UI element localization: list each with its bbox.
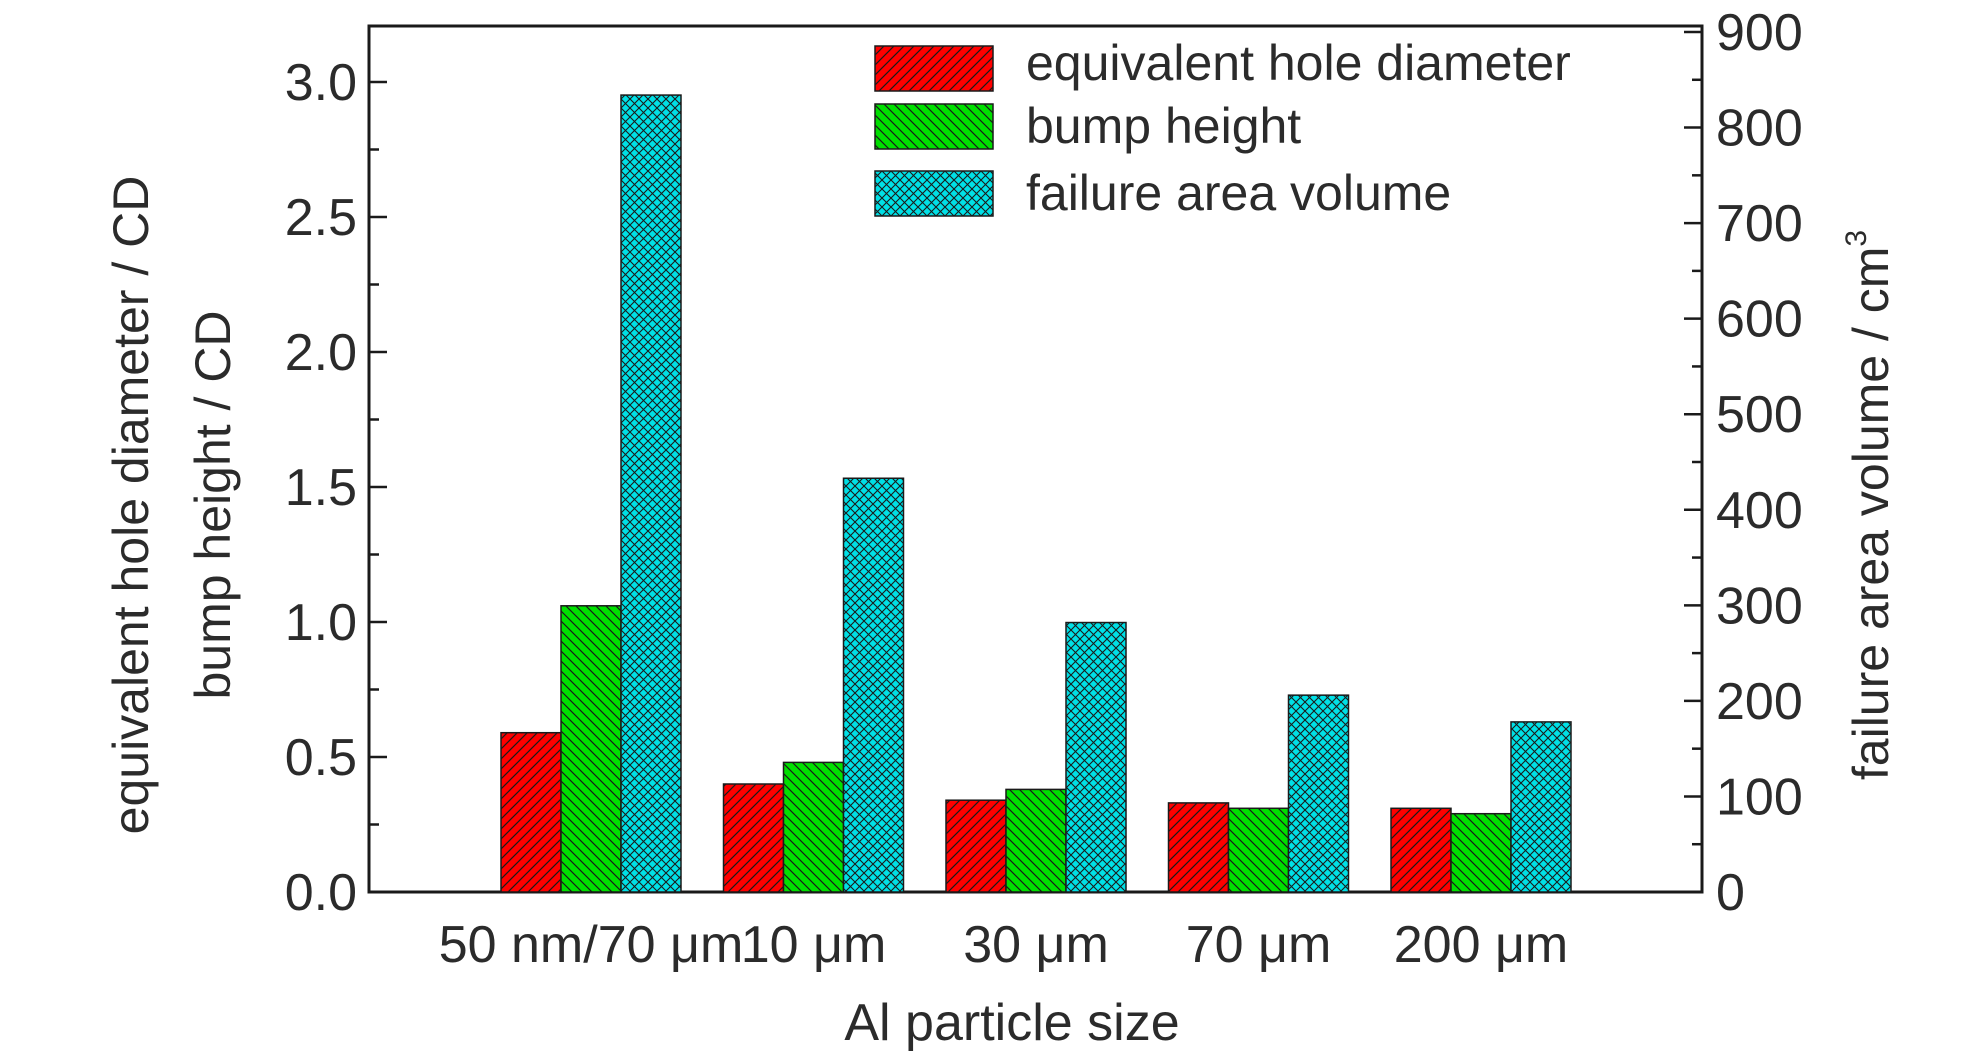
left-axis-tick-label: 1.0: [285, 594, 357, 652]
right-axis-tick-label: 600: [1716, 291, 1803, 349]
bar-bump-height: [560, 605, 622, 893]
right-axis-tick-label: 500: [1716, 386, 1803, 444]
bar-bump-height: [1005, 788, 1067, 893]
right-axis-tick-label: 0: [1716, 864, 1745, 922]
bar-failure-area-volume: [842, 477, 905, 893]
right-axis-tick-label: 900: [1716, 4, 1803, 62]
left-axis-tick-label: 2.0: [285, 324, 357, 382]
left-axis-ticks: 0.0 0.5 1.0 1.5 2.0 2.5 3.0: [285, 54, 387, 922]
right-axis-tick-label: 100: [1716, 768, 1803, 826]
x-axis-tick-label: 50 nm/70 μm: [439, 916, 744, 974]
bar-failure-area-volume: [1510, 721, 1572, 893]
legend-label-bump-height: bump height: [1026, 98, 1301, 154]
right-axis-title: failure area volume / cm3: [1840, 230, 1899, 780]
left-axis-title-line2: bump height / CD: [185, 310, 241, 699]
right-axis-tick-label: 400: [1716, 482, 1803, 540]
bar-bump-height: [782, 761, 845, 893]
legend-label-equivalent-hole-diameter: equivalent hole diameter: [1026, 35, 1571, 91]
bar-bump-height: [1227, 807, 1290, 893]
bar-failure-area-volume: [1287, 694, 1350, 893]
legend-swatch-failure-area-volume: [874, 170, 994, 217]
bar-equivalent-hole-diameter: [945, 799, 1007, 893]
left-axis-tick-label: 3.0: [285, 54, 357, 112]
right-axis-tick-label: 200: [1716, 673, 1803, 731]
bar-equivalent-hole-diameter: [722, 783, 785, 893]
bar-equivalent-hole-diameter: [1167, 802, 1230, 893]
legend: equivalent hole diameter bump height fai…: [874, 35, 1571, 221]
bar-failure-area-volume: [620, 94, 682, 893]
right-axis-tick-label: 300: [1716, 577, 1803, 635]
left-axis-tick-label: 0.0: [285, 864, 357, 922]
right-axis-tick-label: 800: [1716, 100, 1803, 158]
left-axis-tick-label: 1.5: [285, 459, 357, 517]
legend-swatch-bump-height: [874, 103, 994, 150]
legend-label-failure-area-volume: failure area volume: [1026, 165, 1451, 221]
left-axis-title-line1: equivalent hole diameter / CD: [103, 176, 159, 835]
bar-bump-height: [1450, 812, 1512, 893]
x-axis-tick-label: 10 μm: [741, 916, 887, 974]
right-axis-ticks: 0 100 200 300 400 500 600 700 800 900: [1684, 4, 1803, 922]
right-axis-title-superscript: 3: [1840, 230, 1873, 247]
x-axis-title: Al particle size: [844, 994, 1179, 1052]
x-axis-tick-label: 30 μm: [963, 916, 1109, 974]
right-axis-title-text: failure area volume / cm: [1843, 247, 1899, 781]
left-axis-tick-label: 2.5: [285, 189, 357, 247]
bar-failure-area-volume: [1065, 621, 1127, 893]
bars-layer: [500, 94, 1572, 893]
bar-equivalent-hole-diameter: [500, 731, 562, 893]
x-axis-tick-label: 200 μm: [1394, 916, 1568, 974]
bar-equivalent-hole-diameter: [1390, 807, 1452, 893]
legend-swatch-equivalent-hole-diameter: [874, 45, 994, 92]
left-axis-tick-label: 0.5: [285, 729, 357, 787]
right-axis-tick-label: 700: [1716, 195, 1803, 253]
x-axis-tick-label: 70 μm: [1186, 916, 1332, 974]
